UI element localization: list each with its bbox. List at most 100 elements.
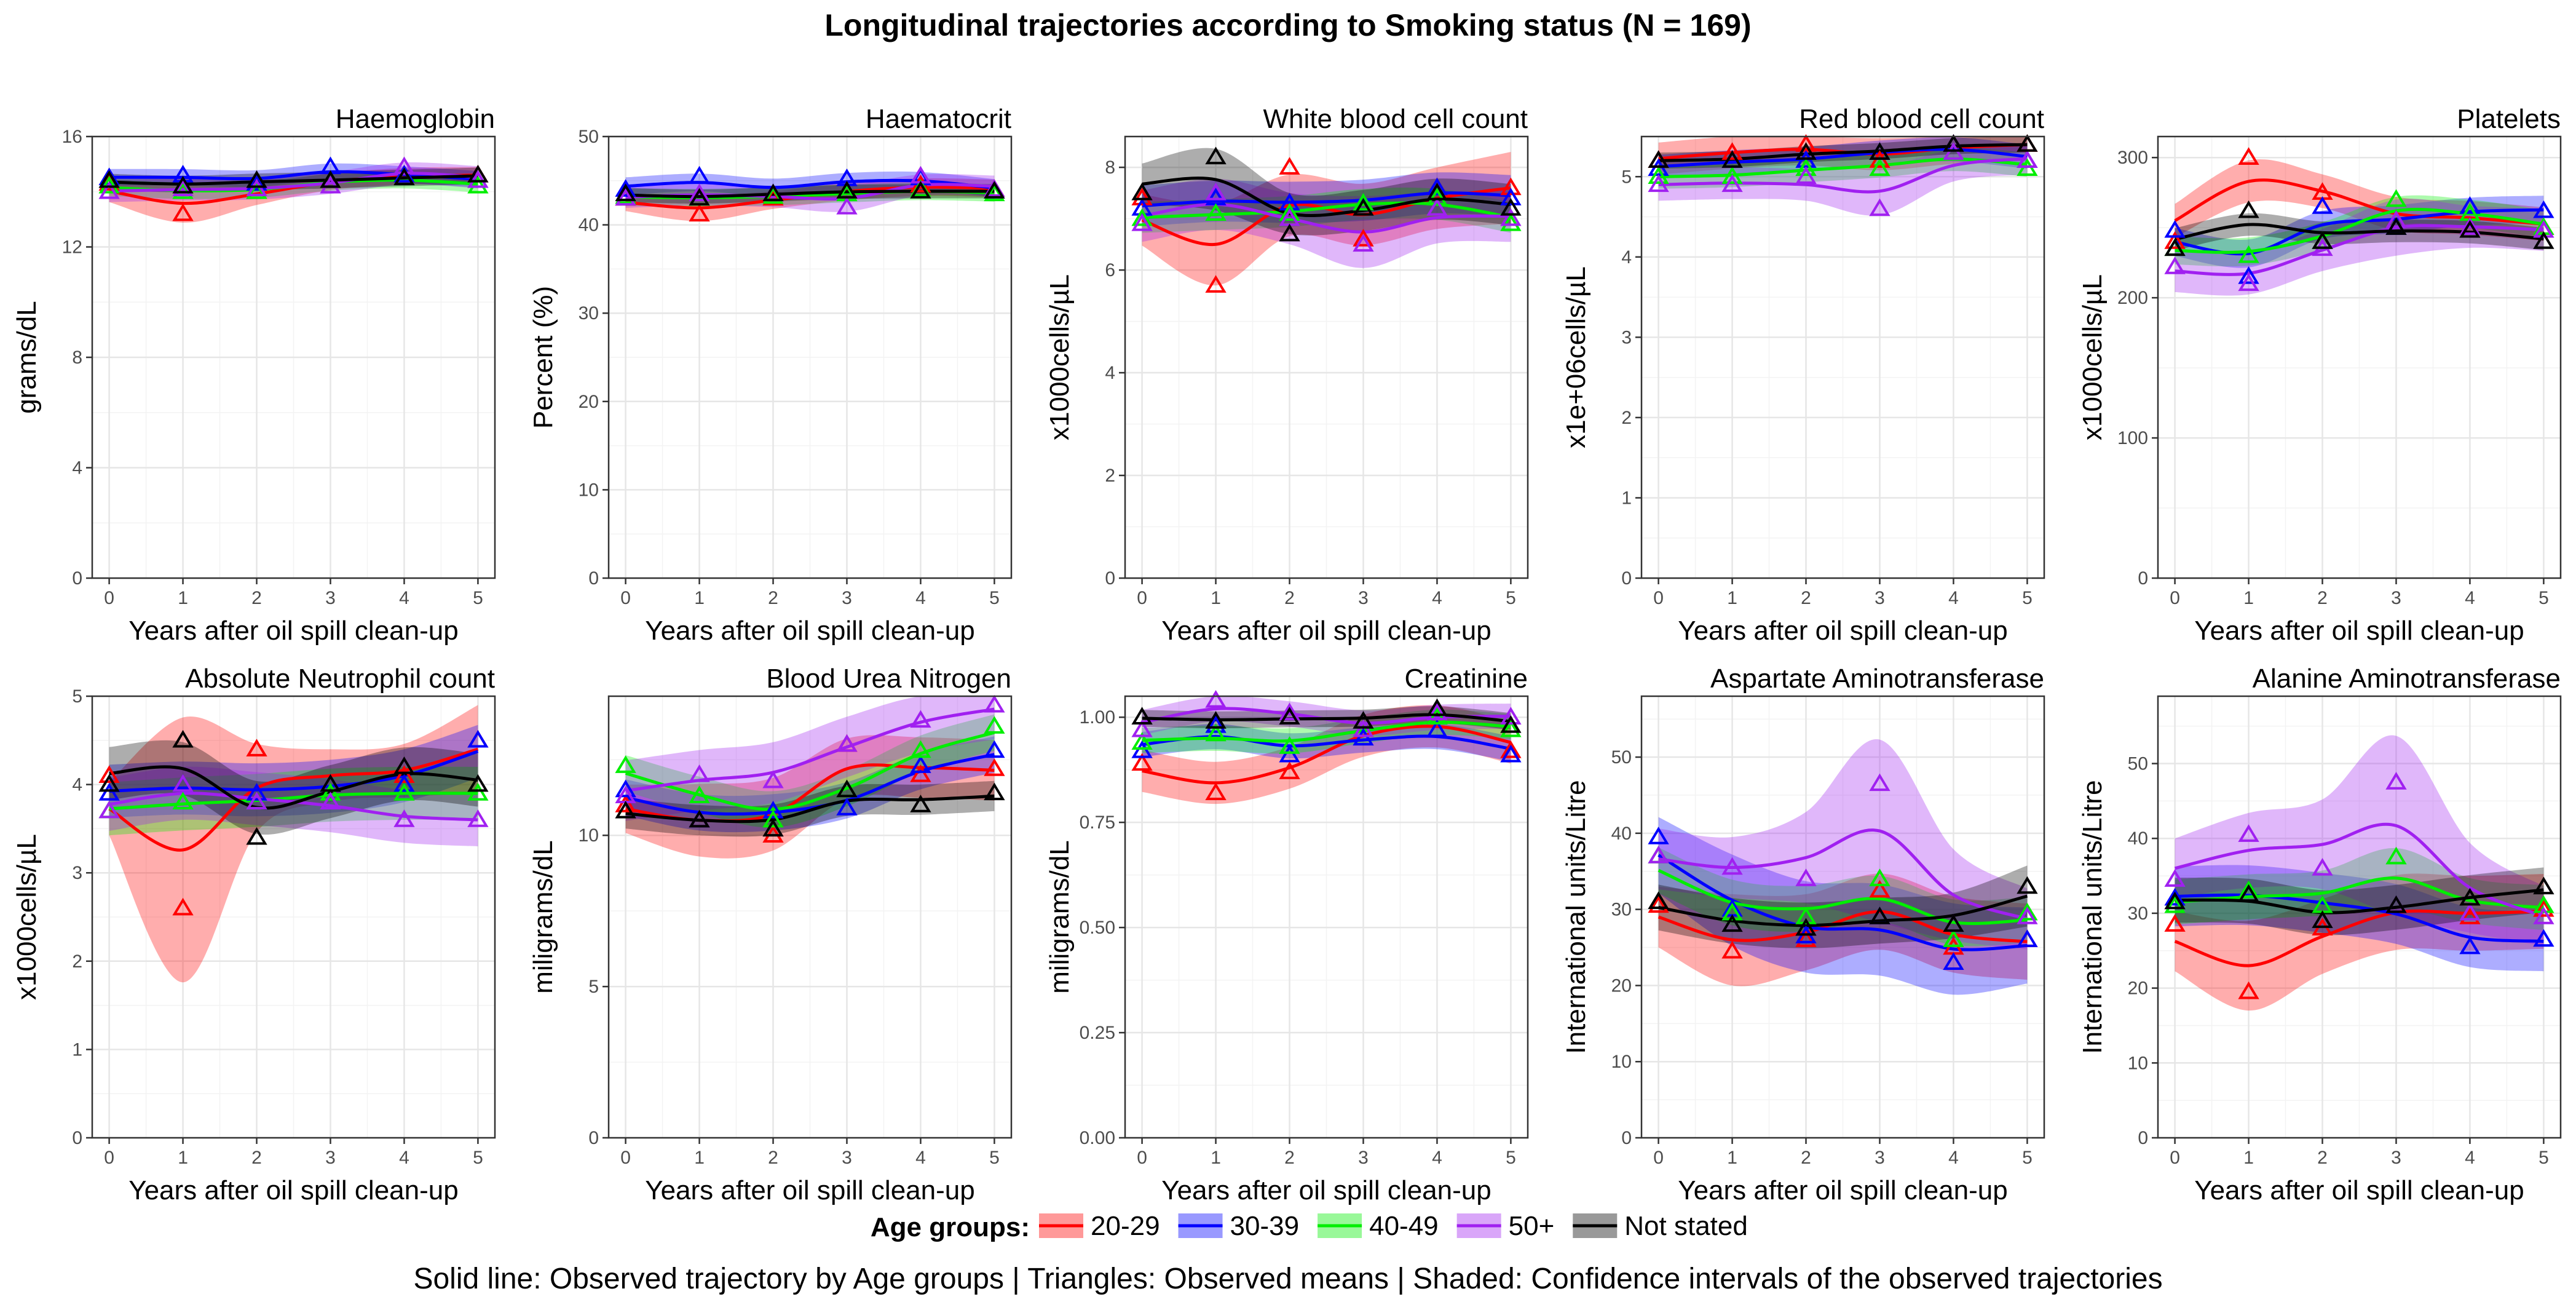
legend-label: 30-39 [1230, 1211, 1300, 1241]
ci-band-20-29 [109, 705, 478, 983]
x-tick-label: 2 [768, 588, 778, 608]
ci-band-40-49 [1142, 709, 1511, 754]
x-tick-label: 0 [1137, 588, 1147, 608]
trajectory-line-30-39 [625, 753, 995, 816]
mean-point-50 [1648, 174, 1669, 193]
mean-point-40-49 [2238, 880, 2259, 899]
y-tick-label: 10 [1611, 1052, 1632, 1072]
mean-point-40-49 [1721, 902, 1743, 921]
mean-point-50 [2017, 907, 2038, 924]
x-tick-label: 5 [473, 588, 483, 608]
panel-title: Haemoglobin [336, 104, 495, 134]
mean-point-40-49 [984, 716, 1005, 734]
mean-point-50 [2459, 217, 2481, 235]
y-tick-label: 2 [1621, 408, 1632, 428]
x-tick-label: 4 [399, 588, 409, 608]
y-tick-label: 8 [1105, 157, 1115, 178]
legend-label: 20-29 [1091, 1211, 1160, 1241]
mean-point-not-stated [2312, 231, 2333, 249]
y-tick-label: 8 [72, 347, 82, 368]
x-tick-label: 2 [2317, 1148, 2328, 1168]
x-tick-label: 3 [325, 588, 336, 608]
y-tick-label: 50 [2128, 754, 2148, 774]
mean-point-not-stated [1500, 197, 1522, 216]
legend: Age groups: 20-29 30-39 40-49 50+ Not stated [871, 1211, 1748, 1242]
mean-point-20-29 [1500, 177, 1522, 196]
x-tick-label: 3 [2391, 1148, 2401, 1168]
mean-point-50 [689, 183, 710, 202]
mean-point-50 [2238, 824, 2259, 842]
x-tick-label: 1 [178, 1148, 188, 1168]
x-tick-label: 3 [1358, 1148, 1369, 1168]
mean-point-20-29 [1869, 879, 1891, 898]
panel-title: Blood Urea Nitrogen [766, 664, 1011, 694]
ci-band-20-29 [2175, 873, 2544, 1011]
x-tick-label: 1 [2243, 1148, 2254, 1168]
mean-point-40-49 [467, 175, 489, 194]
y-tick-label: 12 [62, 237, 82, 258]
mean-point-50 [246, 178, 267, 197]
mean-point-50 [2385, 772, 2407, 790]
panel-title: Alanine Aminotransferase [2253, 664, 2561, 694]
trajectory-line-not-stated [109, 174, 478, 186]
mean-point-50 [1426, 702, 1448, 721]
mean-point-not-stated [910, 795, 931, 812]
mean-point-50 [910, 710, 931, 728]
x-tick-label: 4 [2465, 1148, 2475, 1168]
mean-point-50 [393, 156, 415, 175]
mean-point-not-stated [2385, 895, 2407, 913]
mean-point-30-39 [1426, 719, 1448, 737]
mean-point-30-39 [615, 779, 636, 798]
mean-point-20-29 [2238, 147, 2259, 165]
mean-point-20-29 [1131, 188, 1153, 205]
y-tick-label: 10 [579, 480, 599, 500]
x-tick-label: 3 [1358, 588, 1369, 608]
mean-point-not-stated [836, 779, 858, 798]
x-tick-label: 5 [1506, 588, 1516, 608]
figure-caption: Solid line: Observed trajectory by Age g… [413, 1263, 2162, 1295]
y-tick-label: 0 [1621, 1128, 1632, 1148]
mean-point-50 [1648, 846, 1669, 863]
mean-point-not-stated [1353, 197, 1374, 216]
mean-point-20-29 [172, 897, 194, 916]
panel-alanine-aminotransferase: 0 10 20 30 40 50 0 1 2 3 4 5 Alanine Aminotransferas… [2077, 664, 2562, 1205]
legend-item-not-stated: Not stated [1573, 1211, 1748, 1241]
mean-point-50 [172, 774, 194, 792]
mean-point-30-39 [984, 740, 1005, 758]
mean-point-40-49 [2533, 895, 2554, 913]
y-axis-label: Percent (%) [528, 286, 558, 429]
ci-band-50 [109, 766, 478, 847]
mean-point-not-stated [615, 183, 636, 202]
mean-point-not-stated [2164, 891, 2186, 910]
mean-point-20-29 [98, 765, 120, 783]
trajectory-line-20-29 [2174, 178, 2544, 226]
mean-point-30-39 [1426, 177, 1448, 196]
mean-point-40-49 [1205, 723, 1227, 742]
x-tick-label: 5 [2022, 1148, 2033, 1168]
mean-point-50 [1500, 208, 1522, 226]
mean-point-50 [615, 188, 636, 206]
x-tick-label: 3 [2391, 588, 2401, 608]
panel-border [1640, 695, 2045, 1139]
mean-point-30-39 [1500, 188, 1522, 205]
mean-point-50 [393, 809, 415, 827]
panel-creatinine: 0.00 0.25 0.50 0.75 1.00 0 1 2 3 4 5 Creatinine Year… [1045, 664, 1529, 1205]
x-tick-label: 0 [1653, 588, 1664, 608]
mean-point-not-stated [910, 181, 931, 199]
x-tick-label: 5 [989, 588, 1000, 608]
mean-point-not-stated [2164, 238, 2186, 256]
mean-point-not-stated [320, 170, 341, 188]
plot-area [625, 696, 995, 859]
mean-point-50 [1131, 719, 1153, 737]
mean-point-not-stated [1648, 150, 1669, 168]
y-tick-label: 0 [588, 568, 599, 589]
y-axis-label: miligrams/dL [528, 840, 558, 993]
mean-point-30-39 [762, 800, 784, 819]
y-axis-label: x1000cells/µL [2077, 274, 2108, 440]
mean-point-30-39 [246, 173, 267, 191]
ci-band-not-stated [2175, 867, 2544, 935]
mean-point-not-stated [2385, 217, 2407, 235]
y-tick-label: 0.75 [1080, 812, 1115, 833]
x-axis-label: Years after oil spill clean-up [1678, 616, 2007, 646]
mean-point-not-stated [1721, 150, 1743, 168]
